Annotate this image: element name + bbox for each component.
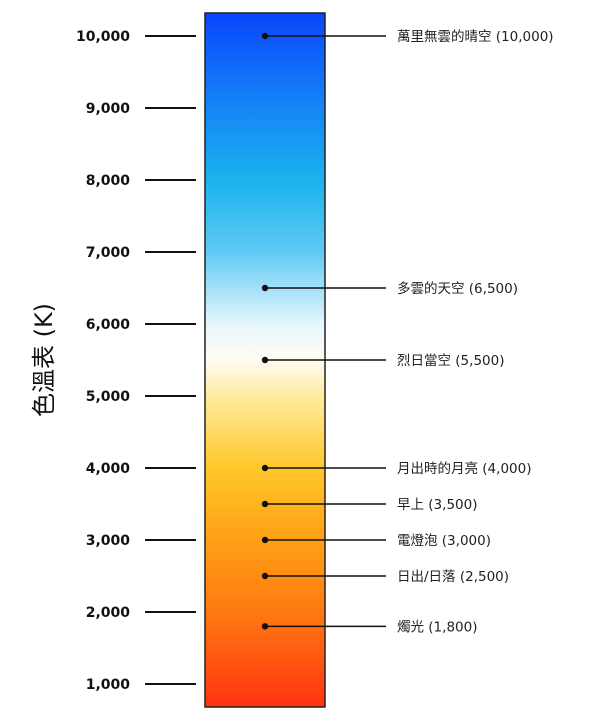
y-tick-label: 5,000: [86, 389, 131, 405]
annotation-dot: [261, 623, 269, 630]
annotation-label: 日出/日落 (2,500): [397, 569, 509, 585]
y-tick-label: 3,000: [86, 533, 131, 549]
y-tick-label: 2,000: [86, 605, 131, 621]
annotation-dot: [261, 572, 269, 580]
annotation-dot: [261, 356, 269, 364]
y-tick-label: 6,000: [86, 317, 131, 333]
y-tick-label: 9,000: [86, 101, 131, 117]
annotation-dot: [261, 500, 269, 508]
annotation-dot: [261, 464, 269, 472]
annotation-label: 萬里無雲的晴空 (10,000): [397, 29, 554, 45]
annotation-label: 電燈泡 (3,000): [397, 533, 491, 549]
annotation-dot: [261, 536, 269, 544]
annotation-label: 烈日當空 (5,500): [397, 353, 504, 369]
annotation-label: 多雲的天空 (6,500): [397, 280, 518, 297]
annotation-label: 早上 (3,500): [397, 497, 477, 513]
y-tick-label: 4,000: [86, 461, 131, 477]
y-tick-label: 8,000: [86, 173, 131, 189]
y-axis-label: 色溫表 (K): [30, 303, 58, 417]
annotation-label: 月出時的月亮 (4,000): [397, 460, 531, 477]
y-tick-label: 7,000: [86, 245, 131, 261]
annotation-dot: [261, 284, 269, 292]
y-tick-label: 10,000: [76, 29, 130, 45]
y-tick-label: 1,000: [86, 677, 131, 693]
annotation-label: 燭光 (1,800): [397, 619, 477, 635]
annotation-dot: [261, 32, 269, 40]
